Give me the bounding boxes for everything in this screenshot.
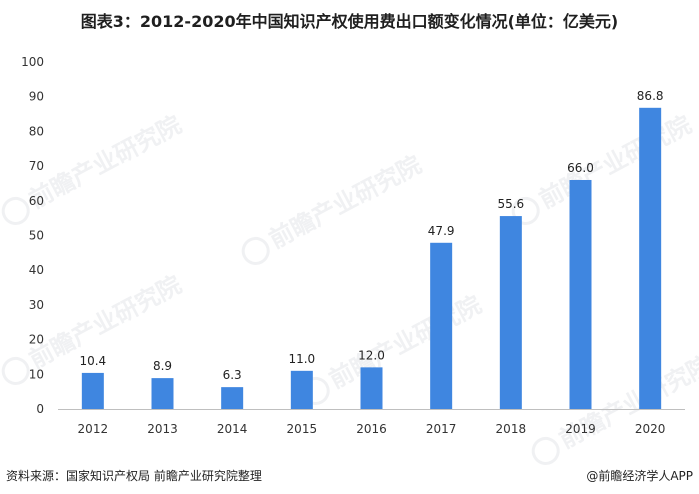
bar-2014 (221, 387, 244, 409)
x-tick-label: 2014 (217, 422, 248, 436)
source-note: 资料来源：国家知识产权局 前瞻产业研究院整理 (6, 469, 262, 483)
y-tick-label: 40 (29, 263, 44, 277)
bar-2019 (569, 179, 592, 409)
x-tick-label: 2012 (78, 422, 109, 436)
x-tick-label: 2018 (496, 422, 527, 436)
value-label-2019: 66.0 (567, 161, 594, 175)
x-tick-label: 2013 (147, 422, 178, 436)
value-label-2015: 11.0 (288, 352, 315, 366)
bar-2015 (290, 370, 313, 409)
value-label-2020: 86.8 (637, 89, 664, 103)
bar-2020 (639, 107, 662, 409)
bar-2018 (499, 216, 522, 409)
y-tick-label: 100 (21, 55, 44, 69)
x-axis-ticks: 2012 2013 2014 2015 2016 2017 2018 2019 2020 (78, 422, 666, 436)
bar-2012 (81, 372, 104, 409)
y-tick-label: 30 (29, 298, 44, 312)
y-tick-label: 80 (29, 124, 44, 138)
value-label-2012: 10.4 (79, 354, 106, 368)
value-label-2018: 55.6 (497, 197, 524, 211)
brand-credit: @前瞻经济学人APP (586, 469, 693, 483)
value-label-2014: 6.3 (223, 368, 242, 382)
bar-2013 (151, 378, 174, 409)
y-axis-ticks: 0 10 20 30 40 50 60 70 80 90 100 (21, 55, 44, 416)
y-tick-label: 70 (29, 159, 44, 173)
value-labels: 10.4 8.9 6.3 11.0 12.0 47.9 55.6 66.0 86.8 (79, 89, 663, 382)
bar-2017 (430, 242, 453, 409)
x-tick-label: 2019 (565, 422, 596, 436)
y-tick-label: 20 (29, 333, 44, 347)
value-label-2013: 8.9 (153, 359, 172, 373)
x-tick-label: 2017 (426, 422, 457, 436)
value-label-2016: 12.0 (358, 348, 385, 362)
x-tick-label: 2015 (287, 422, 318, 436)
bar-chart: 0 10 20 30 40 50 60 70 80 90 100 10.4 8.9 6.3 11.0 12.… (21, 55, 685, 436)
bars (81, 107, 662, 409)
chart-title: 图表3：2012-2020年中国知识产权使用费出口额变化情况(单位：亿美元) (80, 12, 619, 31)
value-label-2017: 47.9 (428, 224, 455, 238)
y-tick-label: 0 (36, 402, 44, 416)
y-tick-label: 10 (29, 367, 44, 381)
y-tick-label: 60 (29, 194, 44, 208)
y-tick-label: 50 (29, 229, 44, 243)
bar-2016 (360, 367, 383, 409)
x-tick-label: 2020 (635, 422, 666, 436)
x-tick-label: 2016 (356, 422, 387, 436)
y-tick-label: 90 (29, 90, 44, 104)
